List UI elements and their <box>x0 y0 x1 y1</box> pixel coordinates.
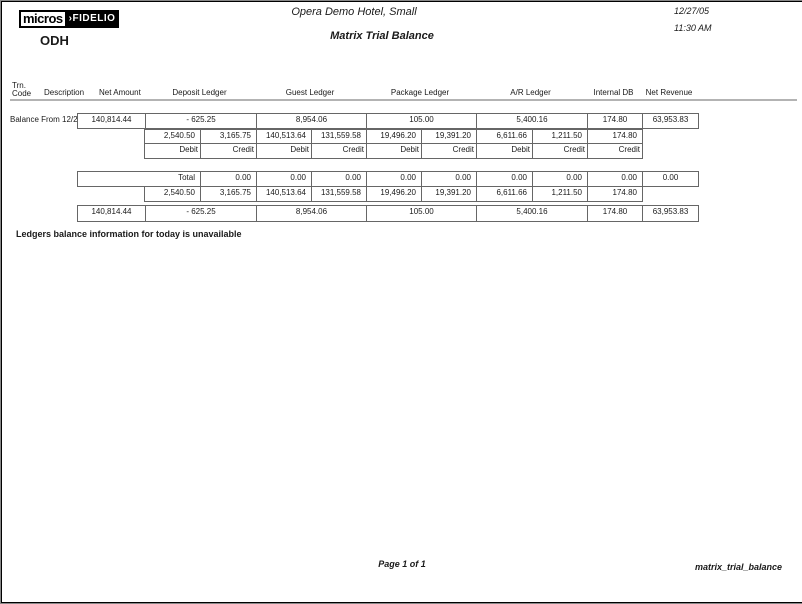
report-date: 12/27/05 <box>674 6 710 16</box>
total-guest-credit-amount: 131,559.58 <box>311 187 366 201</box>
ar-debit-amount: 6,611.66 <box>476 130 532 144</box>
debit-credit-label-row: Debit Credit Debit Credit Debit Credit D… <box>144 143 643 159</box>
logo-arrow-icon: › <box>68 13 73 24</box>
balance-from-row: 140,814.44 - 625.25 8,954.06 105.00 5,40… <box>77 113 699 129</box>
guest-debit-label: Debit <box>256 144 311 158</box>
deposit-debit-amount: 2,540.50 <box>163 131 195 140</box>
total-deposit-credit-amount: 3,165.75 <box>200 187 256 201</box>
balance-ar-ledger: 5,400.16 <box>476 114 587 128</box>
total-guest-debit-amount: 140,513.64 <box>256 187 311 201</box>
total-deposit-credit: 0.00 <box>256 172 311 186</box>
total-ar-credit-amount: 1,211.50 <box>532 187 587 201</box>
internal-credit-label: Credit <box>587 144 642 158</box>
total-net-revenue: 0.00 <box>642 172 698 186</box>
closing-guest-ledger: 8,954.06 <box>256 206 366 221</box>
total-package-credit-amount: 19,391.20 <box>421 187 476 201</box>
header-divider <box>10 99 797 101</box>
ledgers-unavailable-note: Ledgers balance information for today is… <box>16 229 242 239</box>
guest-debit-amount: 140,513.64 <box>256 130 311 144</box>
guest-credit-label: Credit <box>311 144 366 158</box>
deposit-debit-label: Debit <box>179 145 198 154</box>
column-header-net-revenue: Net Revenue <box>645 88 693 97</box>
deposit-credit-label: Credit <box>200 144 256 158</box>
total-guest-credit: 0.00 <box>366 172 421 186</box>
package-credit-amount: 19,391.20 <box>421 130 476 144</box>
trn-code-line1: Trn. <box>12 81 26 90</box>
balance-guest-ledger: 8,954.06 <box>256 114 366 128</box>
package-debit-label: Debit <box>366 144 421 158</box>
micros-logo-text: micros <box>19 10 67 28</box>
report-file-name: matrix_trial_balance <box>694 562 782 572</box>
balance-package-ledger: 105.00 <box>366 114 476 128</box>
report-title: Matrix Trial Balance <box>330 30 434 42</box>
hotel-name: Opera Demo Hotel, Small <box>291 6 417 18</box>
balance-internal-db: 174.80 <box>587 114 642 128</box>
column-header-deposit-ledger: Deposit Ledger <box>172 88 227 97</box>
column-header-description: Description <box>44 88 85 97</box>
internal-db-amount: 174.80 <box>587 130 642 144</box>
column-header-guest-ledger: Guest Ledger <box>285 88 335 97</box>
ar-credit-amount: 1,211.50 <box>532 130 587 144</box>
total-internal-db-amount: 174.80 <box>587 187 642 201</box>
total-detail-row: 2,540.50 3,165.75 140,513.64 131,559.58 … <box>144 186 643 202</box>
closing-net-amount: 140,814.44 <box>91 207 132 216</box>
total-guest-debit: 0.00 <box>311 172 366 186</box>
total-label: Total <box>178 173 195 182</box>
balance-net-amount: 140,814.44 <box>91 115 132 124</box>
deposit-credit-amount: 3,165.75 <box>200 130 256 144</box>
closing-balance-row: 140,814.44 - 625.25 8,954.06 105.00 5,40… <box>77 205 699 222</box>
trn-code-line2: Code <box>12 89 32 98</box>
closing-internal-db: 174.80 <box>587 206 642 221</box>
total-deposit-debit: 0.00 <box>200 172 256 186</box>
total-package-debit-amount: 19,496.20 <box>366 187 421 201</box>
balance-deposit-ledger: - 625.25 <box>145 114 256 128</box>
property-code: ODH <box>40 33 69 48</box>
total-package-credit: 0.00 <box>476 172 532 186</box>
package-debit-amount: 19,496.20 <box>366 130 421 144</box>
report-time: 11:30 AM <box>674 23 712 33</box>
column-header-ar-ledger: A/R Ledger <box>510 88 551 97</box>
balance-from-label: Balance From 12/26/05 <box>10 115 94 124</box>
page-number: Page 1 of 1 <box>378 559 426 569</box>
micros-fidelio-logo: micros ›FIDELIO <box>19 10 120 28</box>
fidelio-logo-box: ›FIDELIO <box>66 10 120 28</box>
closing-deposit-ledger: - 625.25 <box>145 206 256 221</box>
package-credit-label: Credit <box>421 144 476 158</box>
column-header-package-ledger: Package Ledger <box>390 88 450 97</box>
column-header-net-amount: Net Amount <box>99 88 141 97</box>
total-row: Total 0.00 0.00 0.00 0.00 0.00 0.00 0.00… <box>77 171 699 187</box>
fidelio-logo-text: FIDELIO <box>72 13 116 24</box>
ar-credit-label: Credit <box>532 144 587 158</box>
column-header-internal-db: Internal DB <box>593 88 634 97</box>
column-header-trn-code: Trn. Code <box>12 82 31 98</box>
guest-credit-amount: 131,559.58 <box>311 130 366 144</box>
total-ar-debit-amount: 6,611.66 <box>476 187 532 201</box>
total-package-debit: 0.00 <box>421 172 476 186</box>
closing-package-ledger: 105.00 <box>366 206 476 221</box>
balance-net-revenue: 63,953.83 <box>642 114 698 128</box>
total-deposit-debit-amount: 2,540.50 <box>163 188 195 197</box>
total-ar-debit: 0.00 <box>532 172 587 186</box>
closing-ar-ledger: 5,400.16 <box>476 206 587 221</box>
ar-debit-label: Debit <box>476 144 532 158</box>
closing-net-revenue: 63,953.83 <box>642 206 698 221</box>
total-ar-credit: 0.00 <box>587 172 642 186</box>
